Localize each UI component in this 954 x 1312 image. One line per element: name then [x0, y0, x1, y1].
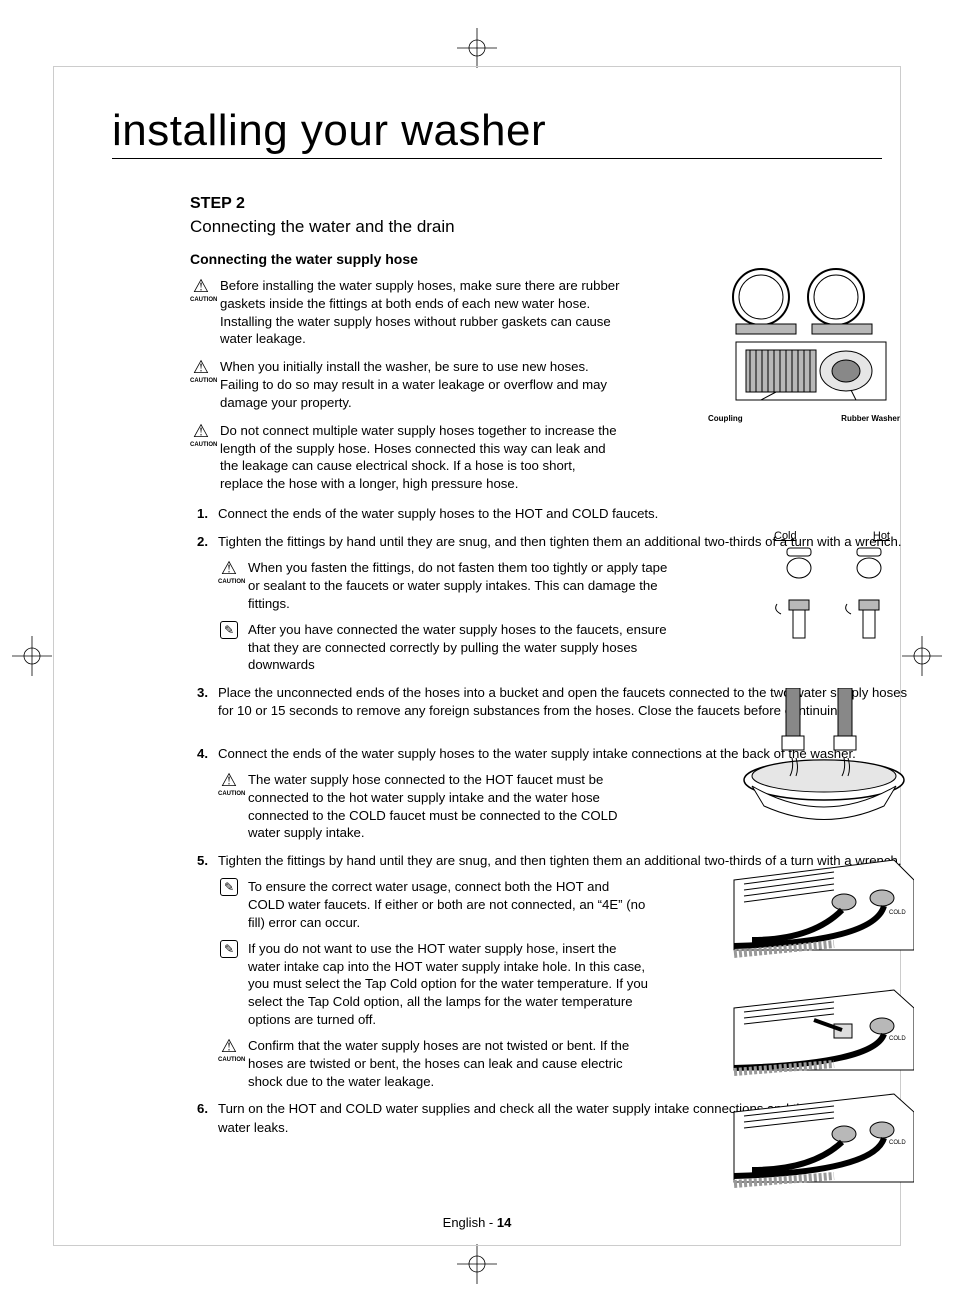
note-icon: ✎ — [218, 878, 240, 896]
step-label: STEP 2 — [190, 195, 910, 213]
section-title: installing your washer — [112, 106, 882, 159]
footer-page-number: 14 — [497, 1215, 511, 1230]
note-text: If you do not want to use the HOT water … — [248, 940, 648, 1029]
list-number: 2. — [190, 533, 208, 674]
page-content: installing your washer STEP 2 Connecting… — [118, 106, 838, 1137]
caution-icon: ⚠CAUTION — [218, 1037, 240, 1064]
caution-icon: ⚠CAUTION — [190, 277, 212, 304]
figure-label-coupling: Coupling — [708, 414, 743, 423]
list-number: 1. — [190, 505, 208, 523]
figure-bucket — [734, 688, 914, 828]
crop-mark-top — [457, 28, 497, 68]
caution-block: ⚠CAUTION Do not connect multiple water s… — [190, 422, 910, 493]
list-number: 6. — [190, 1100, 208, 1136]
list-number: 3. — [190, 684, 208, 720]
svg-text:COLD: COLD — [889, 910, 906, 916]
caution-text: When you fasten the fittings, do not fas… — [248, 559, 678, 612]
list-number: 5. — [190, 852, 208, 1090]
note-icon: ✎ — [218, 621, 240, 639]
step-subtitle: Connecting the water and the drain — [190, 217, 910, 237]
caution-icon: ⚠CAUTION — [190, 358, 212, 385]
caution-text: The water supply hose connected to the H… — [248, 771, 648, 842]
svg-text:COLD: COLD — [889, 1036, 906, 1042]
figure-label-hot: Hot — [873, 530, 890, 542]
note-icon: ✎ — [218, 940, 240, 958]
list-item: 1. Connect the ends of the water supply … — [190, 505, 910, 523]
figure-back-panel-2: COLD — [714, 984, 914, 1080]
svg-text:COLD: COLD — [889, 1140, 906, 1146]
note-text: After you have connected the water suppl… — [248, 621, 678, 674]
caution-icon: ⚠CAUTION — [218, 559, 240, 586]
list-number: 4. — [190, 745, 208, 842]
footer-lang: English - — [443, 1215, 497, 1230]
figure-back-panel-3: COLD — [714, 1086, 914, 1196]
caution-icon: ⚠CAUTION — [218, 771, 240, 798]
figure-back-panel-1: COLD — [714, 850, 914, 970]
note-text: To ensure the correct water usage, conne… — [248, 878, 648, 931]
crop-mark-left — [12, 636, 52, 676]
figure-label-rubber-washer: Rubber Washer — [841, 414, 900, 423]
caution-text: When you initially install the washer, b… — [220, 358, 620, 411]
caution-icon: ⚠CAUTION — [190, 422, 212, 449]
figure-label-cold: Cold — [774, 530, 797, 542]
page-footer: English - 14 — [0, 1215, 954, 1230]
caution-text: Before installing the water supply hoses… — [220, 277, 620, 348]
figure-faucets: Cold Hot — [762, 530, 902, 664]
figure-coupling: Coupling Rubber Washer — [706, 262, 906, 423]
caution-text: Confirm that the water supply hoses are … — [248, 1037, 648, 1090]
crop-mark-bottom — [457, 1244, 497, 1284]
list-text: Connect the ends of the water supply hos… — [218, 505, 910, 523]
caution-text: Do not connect multiple water supply hos… — [220, 422, 620, 493]
